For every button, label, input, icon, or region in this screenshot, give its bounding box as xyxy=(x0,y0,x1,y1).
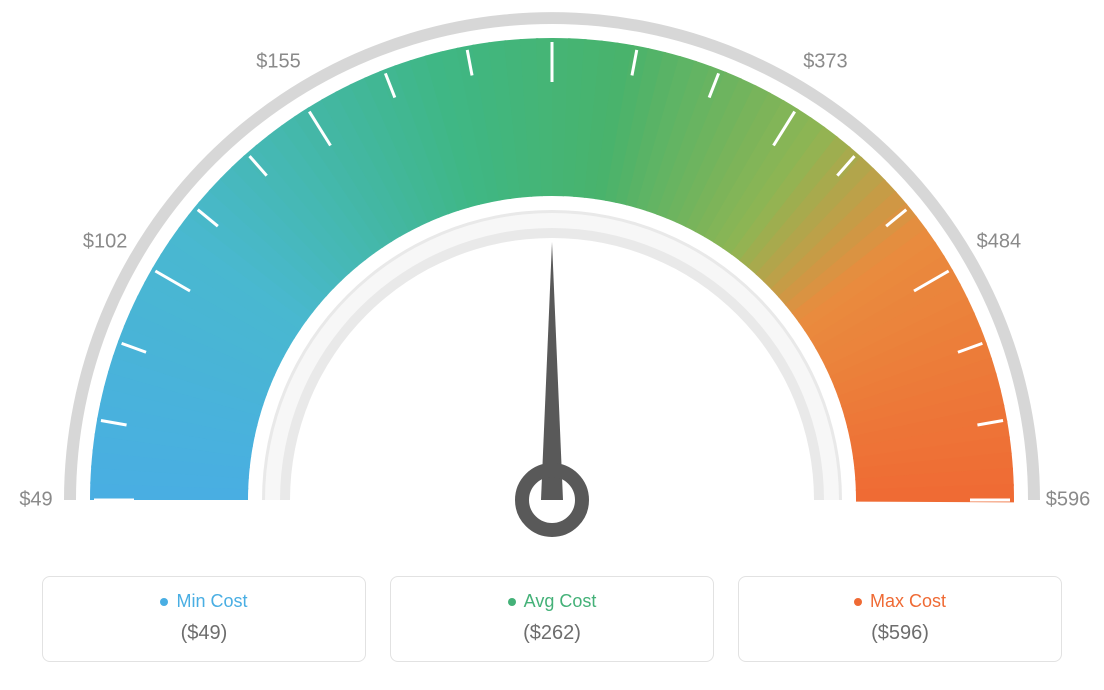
gauge-tick-label: $373 xyxy=(803,51,848,74)
gauge-tick-label: $484 xyxy=(977,231,1022,254)
legend-label-min: Min Cost xyxy=(160,591,247,612)
legend-card-avg: Avg Cost ($262) xyxy=(390,576,714,662)
legend-value-avg: ($262) xyxy=(523,622,581,645)
gauge-svg xyxy=(0,0,1104,560)
legend-label-text-max: Max Cost xyxy=(870,591,946,612)
gauge-tick-label: $155 xyxy=(256,51,301,74)
legend-label-text-avg: Avg Cost xyxy=(524,591,597,612)
legend-label-avg: Avg Cost xyxy=(508,591,597,612)
dot-icon xyxy=(854,598,862,606)
cost-gauge: $49$102$155$262$373$484$596 xyxy=(0,0,1104,560)
legend-label-max: Max Cost xyxy=(854,591,946,612)
legend-card-min: Min Cost ($49) xyxy=(42,576,366,662)
dot-icon xyxy=(160,598,168,606)
legend-row: Min Cost ($49) Avg Cost ($262) Max Cost … xyxy=(42,576,1062,662)
legend-label-text-min: Min Cost xyxy=(176,591,247,612)
gauge-tick-label: $102 xyxy=(83,231,128,254)
legend-card-max: Max Cost ($596) xyxy=(738,576,1062,662)
gauge-tick-label: $596 xyxy=(1046,489,1091,512)
legend-value-max: ($596) xyxy=(871,622,929,645)
gauge-tick-label: $49 xyxy=(19,489,52,512)
legend-value-min: ($49) xyxy=(181,622,228,645)
dot-icon xyxy=(508,598,516,606)
